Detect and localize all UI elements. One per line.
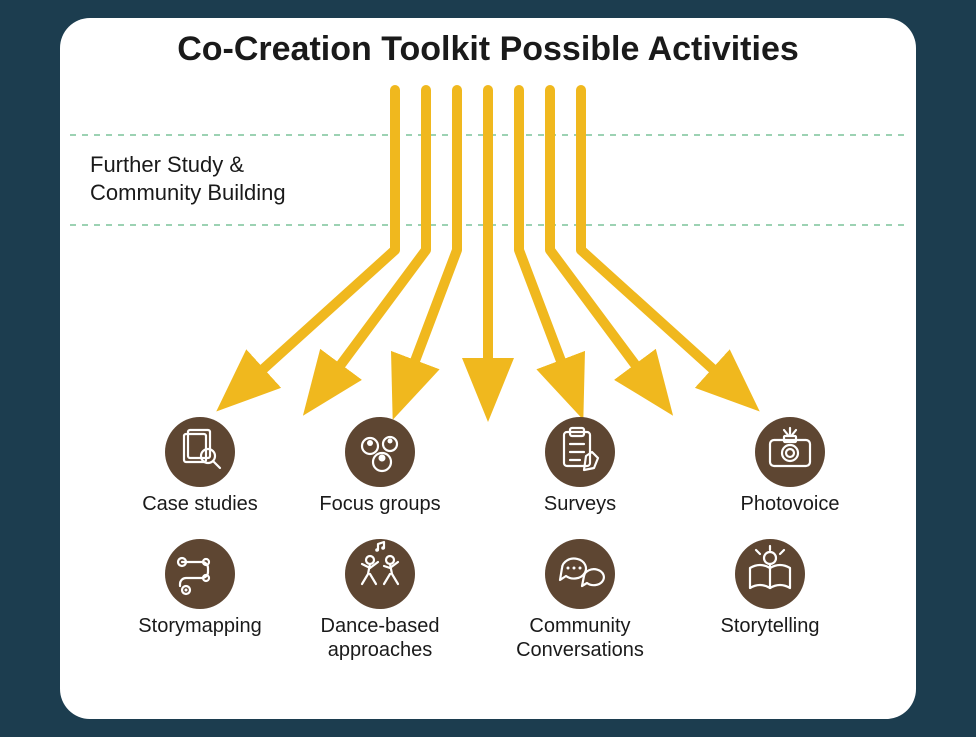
chat-icon xyxy=(545,539,615,609)
activity-label: Conversations xyxy=(516,639,644,661)
photo-icon xyxy=(755,417,825,487)
page-title: Co-Creation Toolkit Possible Activities xyxy=(177,30,799,68)
activity-label: Case studies xyxy=(142,493,258,515)
case-icon xyxy=(165,417,235,487)
activity-label: Focus groups xyxy=(319,493,440,515)
story-icon xyxy=(735,539,805,609)
activity-label: Community xyxy=(529,615,630,637)
survey-icon xyxy=(545,417,615,487)
activity-label: approaches xyxy=(328,639,433,661)
activity-label: Storymapping xyxy=(138,615,261,637)
dance-icon xyxy=(345,539,415,609)
focus-icon xyxy=(345,417,415,487)
activity-label: Storytelling xyxy=(721,615,820,637)
map-icon xyxy=(165,539,235,609)
infographic-root: Co-Creation Toolkit Possible Activities F… xyxy=(0,0,976,742)
activity-label: Dance-based xyxy=(321,615,440,637)
section-label: Community Building xyxy=(90,180,286,205)
activity-label: Photovoice xyxy=(741,493,840,515)
activity-label: Surveys xyxy=(544,493,616,515)
section-label: Further Study & xyxy=(90,152,244,177)
